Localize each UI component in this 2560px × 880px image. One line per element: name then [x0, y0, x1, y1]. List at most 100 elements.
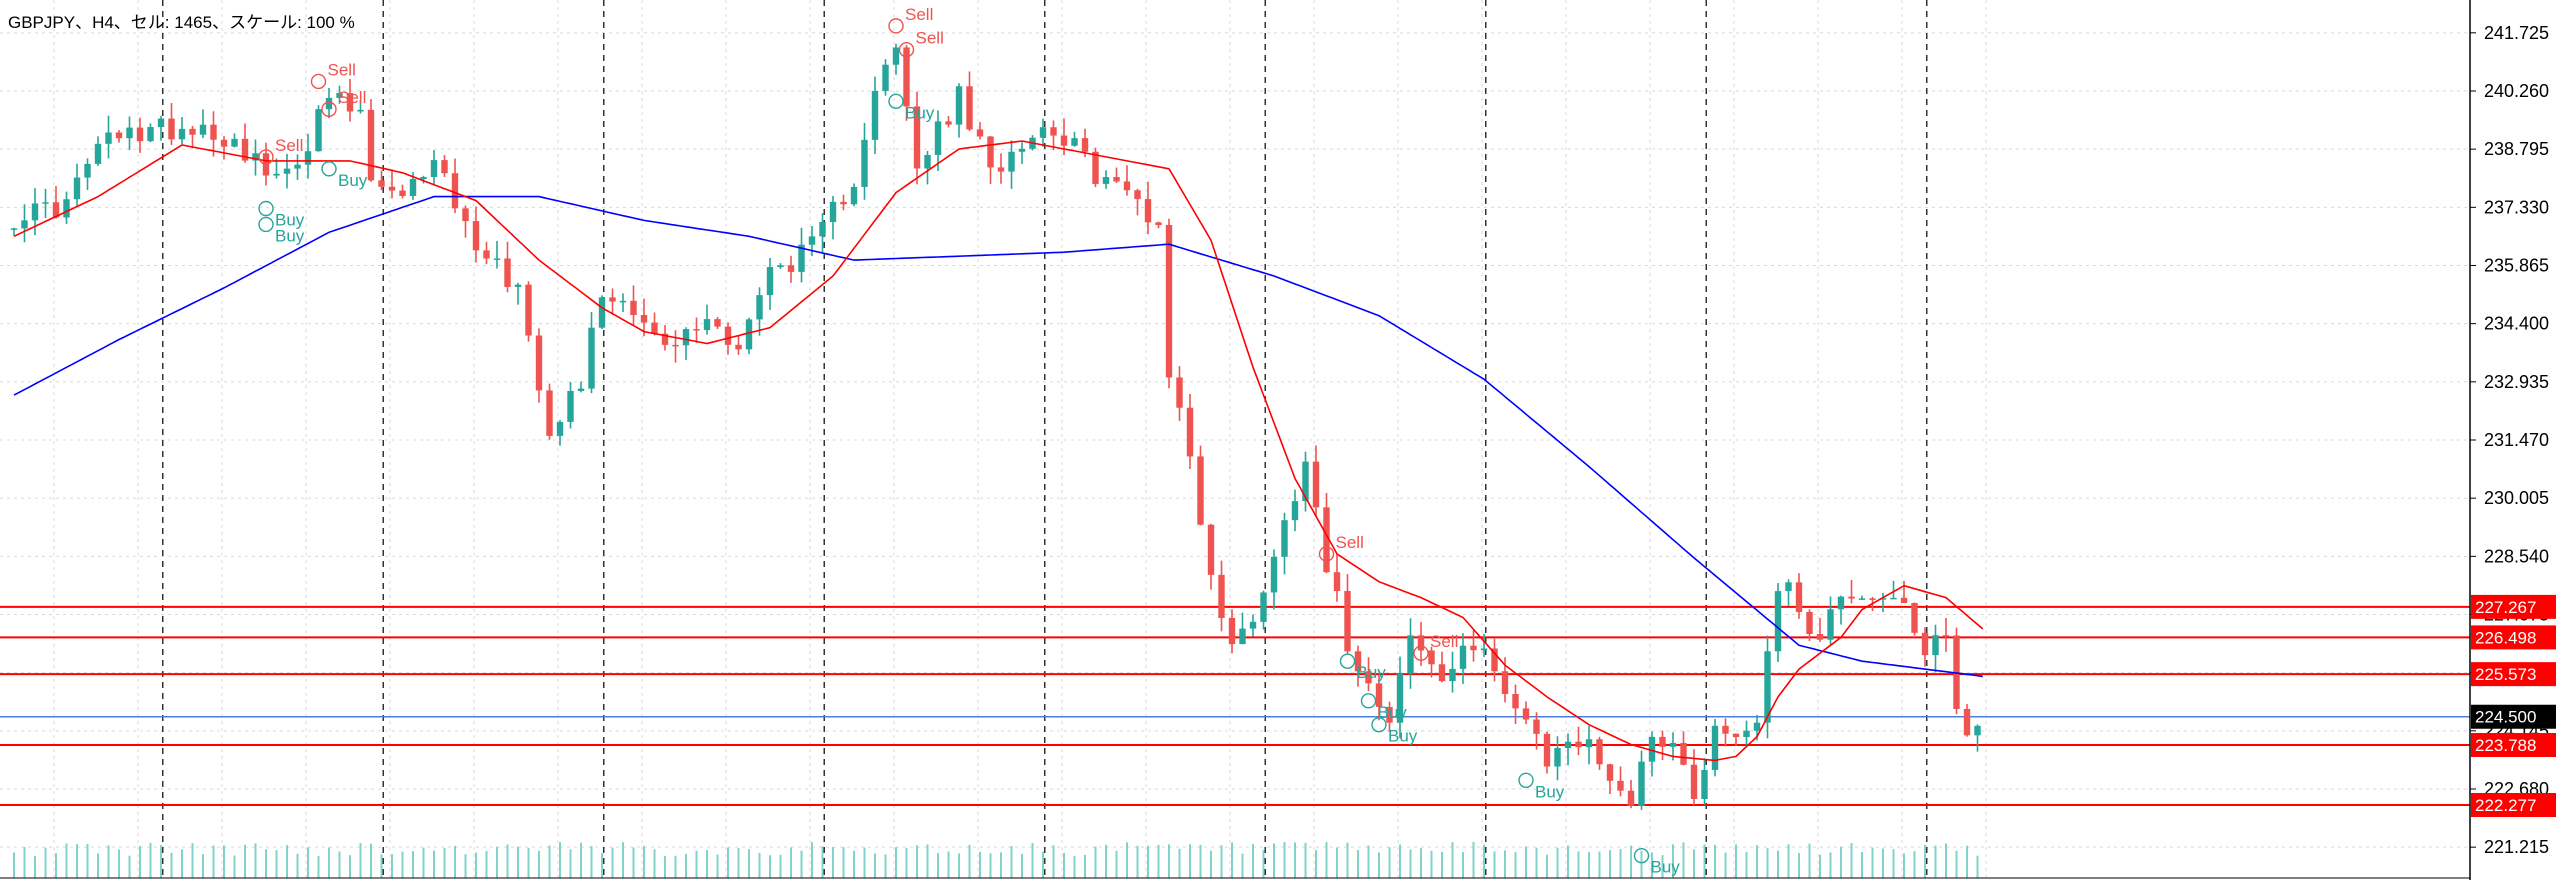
volume-bar: [422, 847, 425, 878]
candle-body: [378, 180, 385, 187]
volume-bar: [160, 845, 162, 878]
candle-body: [987, 136, 994, 168]
price-tick-label: 238.795: [2484, 139, 2549, 159]
candle-body: [273, 173, 280, 176]
volume-bar: [1388, 847, 1391, 878]
volume-bar: [76, 844, 78, 878]
sell-signal-marker: [1318, 546, 1335, 562]
candle-body: [304, 151, 312, 165]
volume-bar: [1021, 853, 1023, 878]
candle-body: [1344, 591, 1351, 652]
sell-signal-label: Sell: [1430, 632, 1458, 651]
volume-bar: [1367, 845, 1370, 878]
candle-body: [630, 300, 637, 316]
sell-signal-label: Sell: [1336, 533, 1364, 552]
candle-body: [1165, 225, 1173, 378]
volume-bar: [223, 845, 225, 878]
candle-body: [1092, 151, 1099, 184]
candle-body: [1407, 635, 1414, 674]
candle-body: [619, 300, 627, 303]
candle-body: [934, 121, 942, 155]
sell-signal-label: Sell: [338, 88, 366, 107]
volume-bar: [1126, 842, 1128, 878]
candle-body: [1827, 609, 1834, 640]
volume-bar: [149, 842, 152, 878]
volume-bar: [1955, 850, 1958, 878]
sell-signal-marker: [898, 41, 915, 58]
candle-body: [1228, 617, 1236, 645]
candle-body: [514, 284, 522, 287]
buy-signal-label: Buy: [1388, 727, 1418, 746]
volume-bar: [1000, 852, 1002, 878]
level-label: 223.788: [2475, 736, 2536, 755]
candle-body: [10, 228, 18, 230]
candle-body: [1543, 733, 1551, 767]
volume-bar: [1724, 852, 1727, 878]
candle-body: [1008, 151, 1015, 172]
candle-body: [693, 329, 700, 331]
volume-bar: [1651, 852, 1653, 878]
candle-body: [966, 86, 973, 130]
volume-bar: [1262, 850, 1265, 878]
candle-body: [178, 128, 186, 140]
candle-body: [745, 319, 753, 350]
candle-body: [682, 329, 690, 346]
candle-body: [1123, 181, 1131, 191]
buy-signal-marker: [258, 200, 274, 217]
volume-bar: [1798, 853, 1800, 878]
candle-body: [1869, 598, 1876, 600]
candle-body: [861, 139, 868, 187]
volume-bar: [1420, 848, 1422, 878]
volume-bar: [1168, 844, 1170, 878]
volume-bar: [1010, 845, 1013, 878]
volume-bar: [1598, 851, 1601, 878]
candle-body: [399, 190, 406, 196]
candle-body: [1932, 635, 1939, 656]
candle-body: [1638, 761, 1645, 806]
buy-signal-marker: [1371, 716, 1387, 733]
candle-body: [1323, 507, 1330, 573]
sell-signal-marker: [310, 73, 327, 90]
volume-bar: [800, 850, 803, 878]
volume-bar: [1294, 842, 1296, 878]
volume-bar: [1682, 842, 1685, 878]
candle-body: [1144, 199, 1152, 223]
volume-bar: [1850, 842, 1853, 878]
buy-signal-marker: [321, 161, 337, 177]
volume-bar: [664, 855, 666, 878]
volume-bar: [769, 855, 771, 878]
candle-body: [714, 319, 721, 327]
volume-bar: [1934, 845, 1937, 878]
candle-body: [1081, 138, 1089, 152]
volume-bar: [1619, 849, 1622, 878]
volume-bar: [1504, 850, 1506, 878]
candle-body: [672, 344, 679, 347]
volume-bar: [884, 854, 887, 878]
level-price-labels: 227.267 226.498 225.573 223.788 222.277 224.5…: [2471, 594, 2556, 818]
volume-bar: [1703, 844, 1706, 878]
volume-bar: [653, 849, 656, 878]
candle-body: [315, 109, 322, 152]
candle-body: [1533, 719, 1540, 734]
candle-body: [787, 265, 795, 272]
volume-bar: [380, 854, 383, 878]
volume-bar: [611, 847, 614, 878]
volume-bar: [1976, 855, 1979, 878]
candle-body: [199, 124, 207, 135]
price-tick-label: 231.470: [2484, 430, 2549, 450]
candle-body: [913, 106, 921, 169]
candle-body: [472, 221, 480, 251]
candle-body: [661, 333, 669, 345]
volume-bar: [1913, 851, 1916, 878]
price-tick-label: 237.330: [2484, 197, 2549, 217]
candle-body: [1722, 725, 1729, 734]
candle-body: [462, 208, 469, 222]
volume-bar: [454, 845, 456, 878]
candle-body: [1911, 602, 1918, 633]
volume-bar: [1115, 850, 1118, 878]
volume-bar: [1462, 852, 1464, 878]
volume-bar: [307, 847, 309, 878]
volume-bar: [139, 846, 141, 878]
